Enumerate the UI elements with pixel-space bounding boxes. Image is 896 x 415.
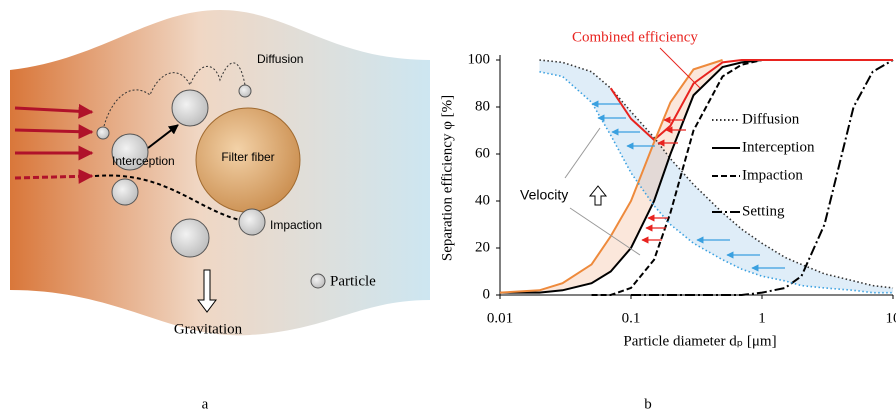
x-tick-label: 0.01: [487, 310, 513, 326]
series-line: [499, 59, 723, 294]
y-tick-label: 100: [468, 51, 491, 67]
legend-label: Impaction: [742, 167, 803, 183]
interception-arrow: [147, 124, 179, 149]
x-tick-label: 0.1: [622, 310, 641, 326]
series-line: [609, 59, 893, 142]
label: Interception: [112, 154, 175, 168]
y-tick-label: 0: [483, 286, 491, 302]
label: Impaction: [270, 218, 322, 232]
annotation-leader: [569, 207, 641, 256]
series-line: [539, 59, 894, 289]
diagram: Diffusion Interception Filter fiber Impa…: [10, 10, 430, 337]
particles: [96, 84, 326, 289]
velocity-up-arrow: [588, 185, 608, 206]
annotation: Velocity: [520, 187, 568, 203]
velocity-arrows: [591, 100, 785, 272]
label: Gravitation: [174, 321, 243, 337]
y-tick-label: 40: [475, 192, 490, 208]
series-line: [631, 59, 894, 296]
y-tick-label: 80: [475, 98, 490, 114]
x-axis-label: Particle diameter dₚ [μm]: [623, 333, 776, 349]
annotation-leader: [564, 127, 601, 179]
y-tick-label: 60: [475, 145, 490, 161]
label: Filter fiber: [221, 150, 274, 164]
band-shading: [539, 60, 893, 293]
annotation-leader: [659, 47, 701, 89]
caption: b: [644, 396, 652, 412]
x-tick-label: 1: [758, 310, 766, 326]
x-tick-label: 10: [886, 310, 896, 326]
flow-arrows: [14, 103, 94, 184]
y-tick-label: 20: [475, 239, 490, 255]
legend-label: Interception: [742, 139, 815, 155]
annotation: Combined efficiency: [572, 29, 698, 45]
y-axis-label: Separation efficiency φ [%]: [439, 95, 455, 261]
label: Diffusion: [257, 52, 303, 66]
caption: a: [202, 396, 209, 412]
series-line: [539, 70, 893, 294]
label: Particle: [330, 273, 376, 289]
chart: 0 20 40 60 80 100 0.01 0.1 1 10 Particle diameter …: [439, 29, 896, 349]
series-line: [500, 59, 893, 294]
legend-label: Diffusion: [742, 111, 800, 127]
legend-label: Setting: [742, 203, 785, 219]
gravity-arrow: [197, 269, 217, 313]
impaction-path: [94, 174, 251, 223]
